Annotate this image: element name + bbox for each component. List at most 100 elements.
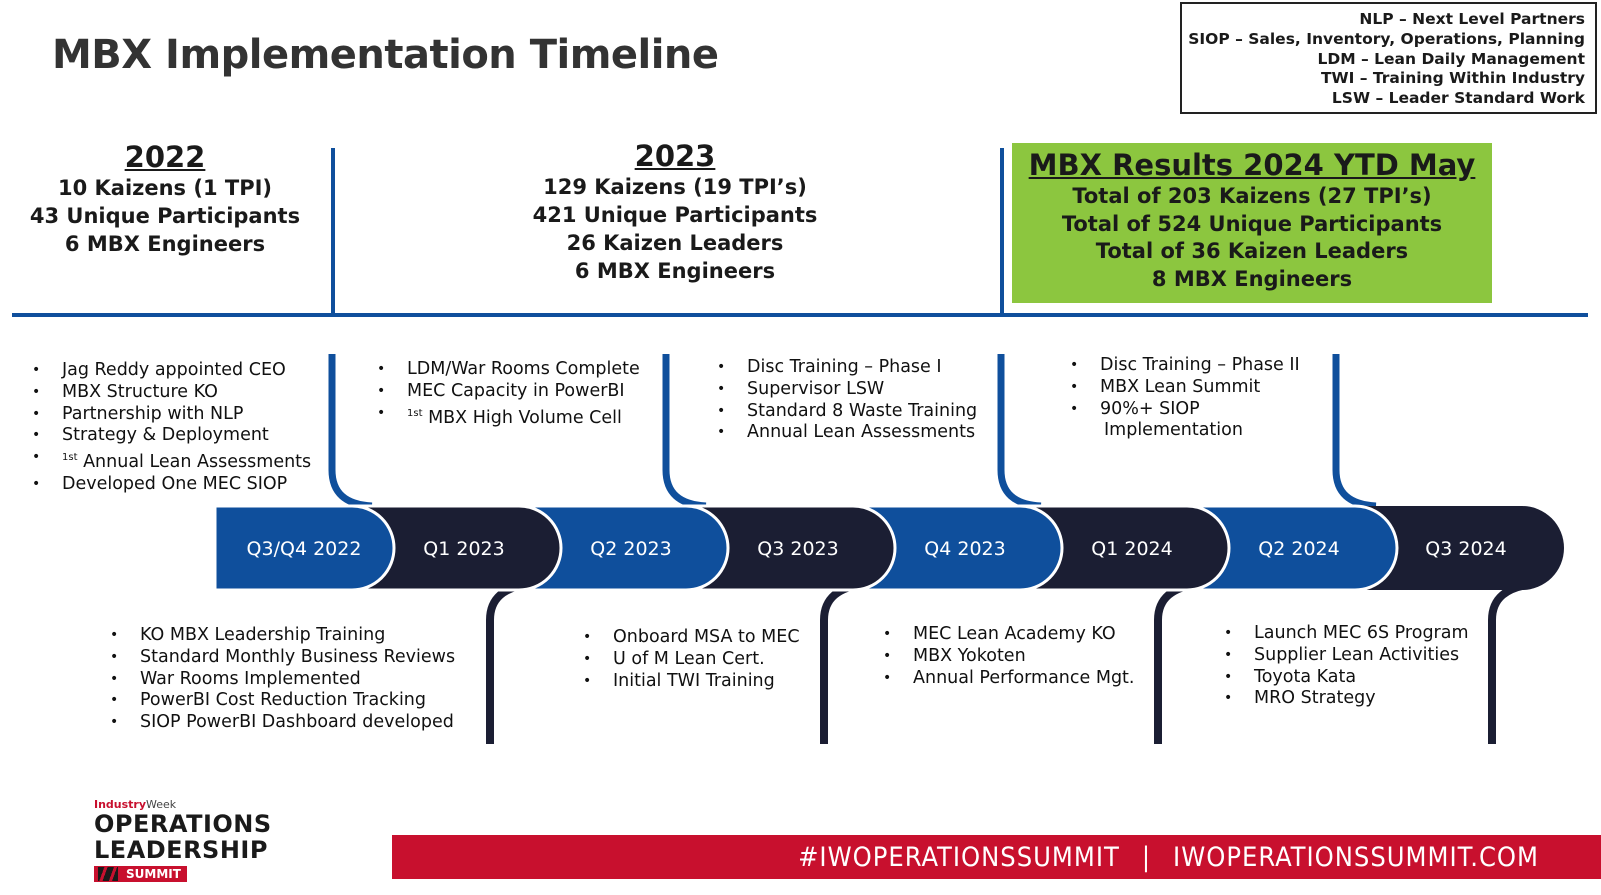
legend-item: LSW – Leader Standard Work <box>1331 89 1585 108</box>
summary-line: 43 Unique Participants <box>29 204 301 228</box>
summary-line: 129 Kaizens (19 TPI’s) <box>543 175 807 199</box>
list-item: Standard Monthly Business Reviews <box>110 647 455 669</box>
list-item-continuation: Implementation <box>1104 420 1243 441</box>
list-item: Standard 8 Waste Training <box>717 401 977 423</box>
superscript: 1st <box>407 407 423 419</box>
quarter-label: Q4 2023 <box>924 538 1005 560</box>
year-heading: MBX Results 2024 YTD May <box>1028 148 1476 182</box>
list-item: KO MBX Leadership Training <box>110 625 455 647</box>
list-item: Disc Training – Phase II <box>1070 355 1300 377</box>
summary-line: 421 Unique Participants <box>532 203 818 227</box>
list-item: MBX Yokoten <box>883 646 1134 668</box>
segment-q2-2024 <box>1168 504 1399 592</box>
segment-q3-2024 <box>1338 506 1564 590</box>
list-item: Onboard MSA to MEC <box>583 627 800 649</box>
summary-line: 6 MBX Engineers <box>574 259 776 283</box>
list-item-text: MBX High Volume Cell <box>428 407 622 428</box>
list-item-text: Annual Lean Assessments <box>83 452 312 473</box>
legend-item: TWI – Training Within Industry <box>1320 69 1585 88</box>
connector-q4-2023 <box>997 354 1042 510</box>
acronym-legend: NLP – Next Level Partners SIOP – Sales, … <box>1180 2 1597 114</box>
connector-q3-2023 <box>820 580 867 744</box>
list-item: Initial TWI Training <box>583 671 800 693</box>
banner-hashtag: #IWOPERATIONSSUMMIT <box>798 841 1120 873</box>
year-divider-line <box>12 313 1588 317</box>
quarter-label: Q3 2023 <box>757 538 838 560</box>
page-title: MBX Implementation Timeline <box>52 32 719 78</box>
summary-line: Total of 524 Unique Participants <box>1061 211 1443 236</box>
industryweek-summit-logo: IndustryWeek OPERATIONS LEADERSHIP SUMMI… <box>94 798 272 882</box>
logo-summit-badge: SUMMIT <box>94 866 187 882</box>
quarter-label: Q3 2024 <box>1425 538 1506 560</box>
segment-q2-2023 <box>500 504 730 592</box>
quarter-label: Q3/Q4 2022 <box>247 538 362 560</box>
list-item: Developed One MEC SIOP <box>32 474 311 496</box>
list-item: Disc Training – Phase I <box>717 357 977 379</box>
list-item: 1st MBX High Volume Cell <box>377 403 640 430</box>
connector-q3-2024 <box>1488 580 1535 744</box>
results-2024-box: MBX Results 2024 YTD May Total of 203 Ka… <box>1012 143 1492 303</box>
summary-line: 6 MBX Engineers <box>64 232 266 256</box>
event-banner: #IWOPERATIONSSUMMIT | IWOPERATIONSSUMMIT… <box>392 835 1601 879</box>
list-item: 1st Annual Lean Assessments <box>32 447 311 474</box>
logo-brand: IndustryWeek <box>94 798 177 811</box>
summary-line: 26 Kaizen Leaders <box>566 231 784 255</box>
list-item: MEC Lean Academy KO <box>883 624 1134 646</box>
summary-line: 8 MBX Engineers <box>1151 266 1353 291</box>
milestones-q3-2023: Onboard MSA to MEC U of M Lean Cert. Ini… <box>583 627 800 692</box>
segment-q34-2022 <box>213 504 396 592</box>
quarter-label: Q2 2024 <box>1258 538 1339 560</box>
year-heading: 2022 <box>124 140 206 174</box>
summary-line: 10 Kaizens (1 TPI) <box>57 176 273 200</box>
segment-q4-2023 <box>834 504 1064 592</box>
connector-q34-2022 <box>328 354 373 510</box>
legend-item: SIOP – Sales, Inventory, Operations, Pla… <box>1188 29 1585 48</box>
list-item: Partnership with NLP <box>32 404 311 426</box>
list-item: Supplier Lean Activities <box>1224 645 1469 667</box>
superscript: 1st <box>62 452 78 464</box>
milestones-q2-2024: Disc Training – Phase II MBX Lean Summit… <box>1070 355 1300 442</box>
segment-q3-2023 <box>667 504 897 592</box>
segment-q1-2023 <box>333 504 563 592</box>
list-item: MBX Structure KO <box>32 382 311 404</box>
list-item: Launch MEC 6S Program <box>1224 623 1469 645</box>
list-item: Toyota Kata <box>1224 667 1469 689</box>
connector-q1-2023 <box>486 580 532 744</box>
quarter-label: Q1 2023 <box>423 538 504 560</box>
milestones-q34-2022: Jag Reddy appointed CEO MBX Structure KO… <box>32 360 311 496</box>
list-item: LDM/War Rooms Complete <box>377 359 640 381</box>
year-heading: 2023 <box>634 139 716 173</box>
year-separator <box>1000 148 1004 314</box>
list-item: MRO Strategy <box>1224 688 1469 710</box>
legend-item: NLP – Next Level Partners <box>1359 10 1585 28</box>
year-summary-2023: 2023 129 Kaizens (19 TPI’s) 421 Unique P… <box>505 139 845 285</box>
quarter-label: Q2 2023 <box>590 538 671 560</box>
summary-line: Total of 36 Kaizen Leaders <box>1095 239 1409 263</box>
list-item: Annual Lean Assessments <box>717 422 977 444</box>
logo-line: OPERATIONS <box>94 810 272 838</box>
quarter-label: Q1 2024 <box>1091 538 1172 560</box>
list-item: SIOP PowerBI Dashboard developed <box>110 712 455 734</box>
milestones-q3-2024: Launch MEC 6S Program Supplier Lean Acti… <box>1224 623 1469 710</box>
list-item: 90%+ SIOP <box>1070 399 1300 421</box>
list-item: MEC Capacity in PowerBI <box>377 381 640 403</box>
list-item: Supervisor LSW <box>717 379 977 401</box>
list-item: MBX Lean Summit <box>1070 377 1300 399</box>
banner-separator: | <box>1141 841 1152 873</box>
connector-q1-2024 <box>1154 580 1201 744</box>
legend-item: LDM – Lean Daily Management <box>1317 49 1585 68</box>
list-item: Jag Reddy appointed CEO <box>32 360 311 382</box>
logo-line: LEADERSHIP <box>94 836 268 864</box>
banner-link[interactable]: IWOPERATIONSSUMMIT.COM <box>1173 841 1539 873</box>
quarter-segments <box>213 504 1564 592</box>
milestones-q1-2023: KO MBX Leadership Training Standard Mont… <box>110 625 455 734</box>
list-item: War Rooms Implemented <box>110 669 455 691</box>
year-separator <box>331 148 335 314</box>
list-item: Strategy & Deployment <box>32 425 311 447</box>
list-item: U of M Lean Cert. <box>583 649 800 671</box>
segment-q1-2024 <box>1001 504 1231 592</box>
summary-line: Total of 203 Kaizens (27 TPI’s) <box>1072 184 1432 208</box>
milestones-q4-2023: Disc Training – Phase I Supervisor LSW S… <box>717 357 977 444</box>
year-summary-2022: 2022 10 Kaizens (1 TPI) 43 Unique Partic… <box>10 140 320 258</box>
